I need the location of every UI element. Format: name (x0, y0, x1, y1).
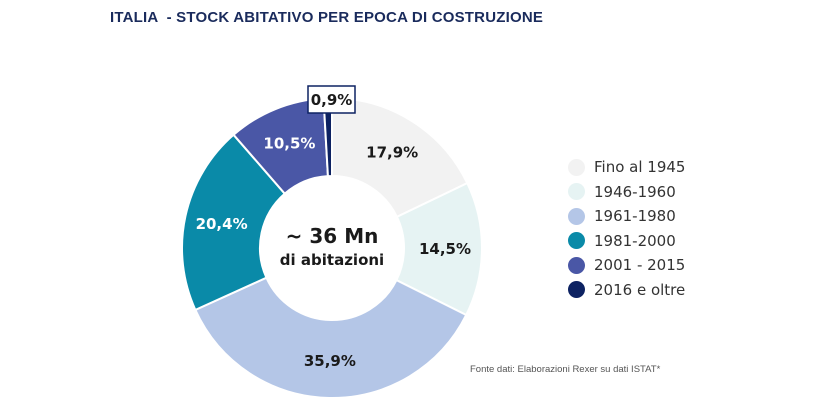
legend-item: Fino al 1945 (568, 155, 685, 180)
slice-3 (181, 133, 287, 312)
legend-item: 1981-2000 (568, 229, 685, 254)
slice-2 (194, 276, 468, 399)
legend-label: 1961-1980 (594, 207, 676, 226)
legend-item: 2001 - 2015 (568, 253, 685, 278)
legend-label: Fino al 1945 (594, 158, 686, 177)
data-label: 17,9% (366, 143, 418, 161)
center-subtitle: di abitazioni (280, 251, 384, 269)
slice-0 (331, 96, 469, 219)
data-label: 20,4% (196, 215, 248, 233)
center-total: ~ 36 Mn (286, 224, 379, 248)
legend-swatch (568, 256, 585, 274)
legend-label: 2016 e oltre (594, 280, 686, 299)
legend-swatch (568, 183, 585, 201)
data-label-box (307, 85, 356, 114)
data-label: 0,9% (311, 91, 353, 109)
legend-label: 1946-1960 (594, 182, 676, 201)
legend-swatch (568, 207, 585, 225)
data-label: 14,5% (419, 240, 471, 258)
data-label: 35,9% (304, 352, 356, 370)
source-note: Fonte dati: Elaborazioni Rexer su dati I… (470, 364, 661, 375)
legend-swatch (568, 232, 585, 250)
legend: Fino al 1945 1946-1960 1961-1980 1981-2000 2… (568, 155, 685, 302)
legend-label: 1981-2000 (594, 231, 676, 250)
legend-item: 1961-1980 (568, 204, 685, 229)
legend-swatch (568, 281, 585, 299)
legend-item: 1946-1960 (568, 180, 685, 205)
data-label: 10,5% (263, 134, 315, 152)
chart-title: ITALIA - STOCK ABITATIVO PER EPOCA DI CO… (110, 9, 544, 26)
legend-swatch (568, 158, 585, 176)
legend-label: 2001 - 2015 (594, 256, 686, 275)
legend-item: 2016 e oltre (568, 278, 685, 303)
